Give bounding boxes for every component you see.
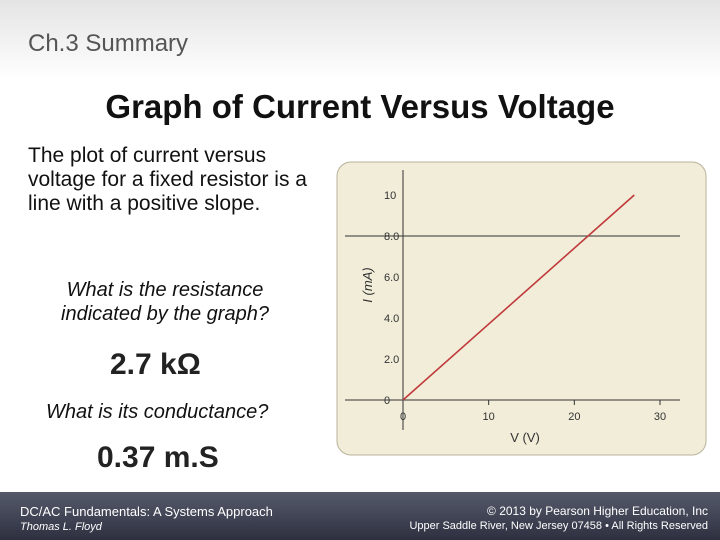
y-axis-label: I (mA) [360, 267, 375, 302]
header-band [0, 0, 720, 80]
footer-bar [0, 492, 720, 540]
question: What is its conductance? [46, 401, 269, 423]
y-tick-label: 0 [384, 395, 390, 407]
y-tick-label: 2.0 [384, 354, 399, 366]
copyright: © 2013 by Pearson Higher Education, Inc [487, 504, 708, 518]
x-tick-label: 10 [483, 411, 495, 423]
section-label: Ch.3 Summary [28, 30, 189, 57]
chart: I (mA) V (V) 0 2.0 4.0 6.0 8.0 10 0 10 20 30 [336, 161, 707, 456]
x-tick-label: 0 [400, 411, 406, 423]
question: What is the resistance indicated by the … [61, 279, 269, 325]
y-tick-label: 4.0 [384, 313, 399, 325]
chart-panel [336, 161, 707, 456]
x-tick-label: 30 [654, 411, 666, 423]
data-line [402, 194, 635, 401]
x-axis-label: V (V) [510, 430, 540, 445]
y-tick-label: 6.0 [384, 272, 399, 284]
x-tick-label: 20 [568, 411, 580, 423]
author: Thomas L. Floyd [20, 521, 102, 533]
book-title: DC/AC Fundamentals: A Systems Approach [20, 504, 273, 519]
answer: 2.7 kΩ [110, 348, 201, 381]
y-tick-label: 10 [384, 190, 396, 202]
slide-title: Graph of Current Versus Voltage [105, 88, 615, 125]
y-tick-label: 8.0 [384, 231, 399, 243]
answer: 0.37 m.S [97, 441, 219, 474]
intro-text: The plot of current versus voltage for a… [28, 144, 307, 215]
address: Upper Saddle River, New Jersey 07458 • A… [409, 520, 708, 532]
